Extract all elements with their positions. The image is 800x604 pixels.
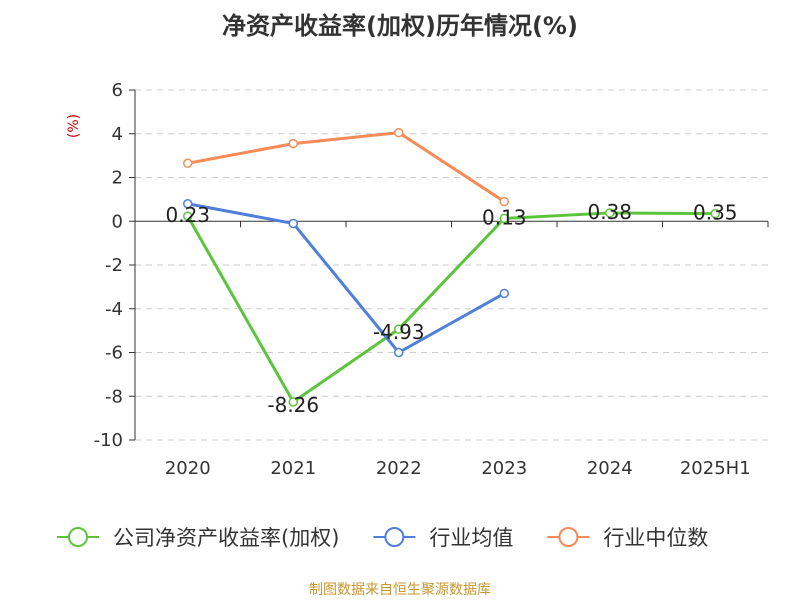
series-point-0	[499, 213, 509, 224]
data-label: 0.38	[587, 200, 632, 224]
series-point-0	[394, 324, 404, 334]
chart-title: 净资产收益率(加权)历年情况(%)	[222, 12, 578, 40]
y-tick-label: 2	[112, 168, 123, 189]
legend-label: 行业中位数	[603, 526, 708, 550]
series-point-2	[183, 158, 193, 169]
y-axis-label: (%)	[66, 114, 82, 138]
x-tick-label: 2020	[165, 458, 211, 479]
y-tick-label: 6	[112, 80, 123, 101]
data-label: 0.35	[693, 201, 738, 225]
x-tick-label: 2024	[587, 458, 633, 479]
y-tick-label: -4	[105, 299, 123, 320]
series-point-1	[499, 288, 509, 299]
legend-item-1[interactable]: 行业均值	[373, 526, 513, 550]
x-tick-label: 2021	[270, 458, 316, 479]
data-label: 0.23	[165, 203, 210, 227]
legend-swatch-marker	[558, 527, 579, 547]
legend: 公司净资产收益率(加权) 行业均值 行业中位数	[57, 526, 708, 550]
series-line-2	[187, 131, 506, 203]
legend-swatch-marker	[68, 527, 88, 547]
x-tick-label: 2022	[376, 458, 422, 479]
y-tick-label: 0	[112, 211, 123, 232]
x-tick-label: 2025H1	[680, 458, 751, 479]
legend-label: 行业均值	[429, 526, 513, 550]
series-point-2	[288, 138, 298, 149]
data-labels: 0.23 -8.26 -4.93 0.13 0.38 0.35	[165, 200, 737, 417]
series-point-2	[394, 127, 404, 138]
series-point-0	[288, 397, 298, 407]
series-point-0	[183, 211, 193, 221]
y-tick-label: 4	[112, 124, 123, 145]
y-tick-label: -8	[105, 386, 123, 407]
series-line-1	[187, 202, 505, 354]
y-tick-label: -10	[94, 430, 123, 451]
data-label: -8.26	[267, 393, 319, 417]
y-tick-label: -2	[105, 255, 123, 276]
axes: 6 4 2 0 -2 -4 -6 -8 -10 2020 2021 2022 2023 2024 2025H…	[94, 80, 769, 479]
series-point-2	[499, 196, 509, 207]
source-note: 制图数据来自恒生聚源数据库	[309, 582, 491, 598]
series-line-0	[186, 211, 716, 404]
series-point-0	[710, 208, 720, 219]
data-label: -4.93	[373, 320, 425, 344]
series-point-0	[605, 208, 615, 218]
legend-item-2[interactable]: 行业中位数	[547, 526, 708, 550]
legend-swatch-marker	[384, 527, 405, 547]
series-point-1	[394, 347, 404, 358]
series-point-1	[288, 218, 298, 229]
x-tick-label: 2023	[481, 458, 527, 479]
legend-label: 公司净资产收益率(加权)	[113, 526, 339, 550]
series-point-1	[183, 199, 193, 209]
grid-lines	[135, 89, 768, 441]
series-lines	[183, 127, 720, 407]
y-tick-label: -6	[105, 343, 123, 364]
data-label: 0.13	[482, 205, 527, 229]
legend-item-0[interactable]: 公司净资产收益率(加权)	[57, 526, 339, 550]
